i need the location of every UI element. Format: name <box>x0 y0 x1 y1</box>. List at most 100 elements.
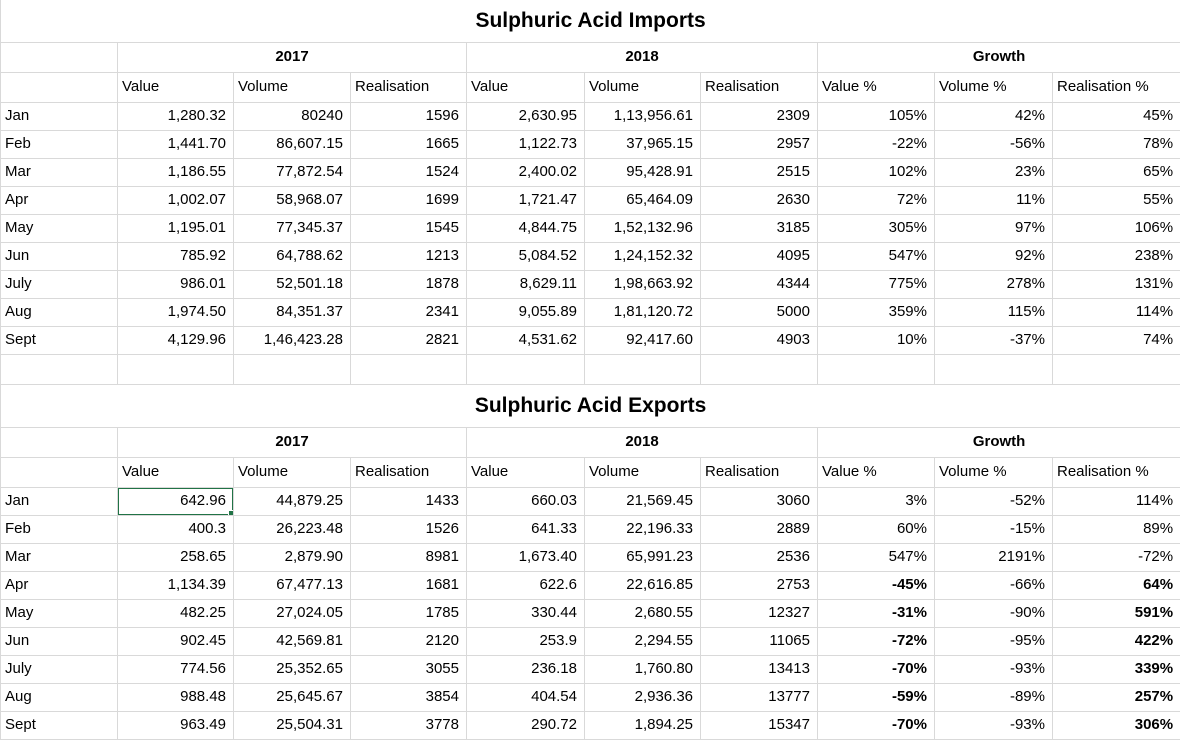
cell[interactable]: 55% <box>1051 186 1180 215</box>
cell[interactable]: 25,645.67 <box>233 683 351 712</box>
cell[interactable]: 8981 <box>350 543 467 572</box>
cell[interactable]: 13777 <box>700 683 818 712</box>
cell[interactable]: 547% <box>817 242 935 271</box>
exports-header-volume[interactable]: Volume <box>584 457 701 488</box>
cell[interactable]: 3055 <box>350 655 467 684</box>
cell[interactable]: -93% <box>934 655 1053 684</box>
exports-header-value[interactable]: Value % <box>817 457 935 488</box>
month-cell[interactable]: Apr <box>0 186 118 215</box>
cell[interactable]: 622.6 <box>466 571 585 600</box>
cell[interactable]: -52% <box>934 487 1053 516</box>
cell[interactable]: 339% <box>1051 655 1180 684</box>
cell[interactable]: 774.56 <box>117 655 234 684</box>
cell[interactable]: -59% <box>817 683 935 712</box>
cell[interactable]: 2630 <box>700 186 818 215</box>
cell-blank[interactable] <box>0 72 118 103</box>
selected-cell[interactable]: 642.96 <box>117 487 234 516</box>
cell[interactable]: 3778 <box>350 711 467 740</box>
imports-header-value[interactable]: Value % <box>817 72 935 103</box>
imports-2018-group-header[interactable]: 2018 <box>466 42 818 73</box>
cell[interactable]: 3% <box>817 487 935 516</box>
cell[interactable]: 4095 <box>700 242 818 271</box>
exports-2018-group-header[interactable]: 2018 <box>466 427 818 458</box>
cell[interactable]: 52,501.18 <box>233 270 351 299</box>
cell[interactable]: 253.9 <box>466 627 585 656</box>
imports-header-realisation[interactable]: Realisation % <box>1051 72 1180 103</box>
cell-blank[interactable] <box>1051 354 1180 385</box>
cell[interactable]: 3060 <box>700 487 818 516</box>
cell[interactable]: 2,630.95 <box>466 102 585 131</box>
cell[interactable]: 23% <box>934 158 1053 187</box>
cell[interactable]: 1526 <box>350 515 467 544</box>
cell[interactable]: 1699 <box>350 186 467 215</box>
cell[interactable]: 4,531.62 <box>466 326 585 355</box>
cell[interactable]: 963.49 <box>117 711 234 740</box>
month-cell[interactable]: Feb <box>0 515 118 544</box>
cell[interactable]: 785.92 <box>117 242 234 271</box>
cell[interactable]: 1,195.01 <box>117 214 234 243</box>
imports-header-value[interactable]: Value <box>466 72 585 103</box>
month-cell[interactable]: Feb <box>0 130 118 159</box>
month-cell[interactable]: July <box>0 270 118 299</box>
cell[interactable]: 2191% <box>934 543 1053 572</box>
cell[interactable]: 2341 <box>350 298 467 327</box>
cell[interactable]: -72% <box>1051 543 1180 572</box>
imports-header-volume[interactable]: Volume <box>233 72 351 103</box>
cell[interactable]: 1,98,663.92 <box>584 270 701 299</box>
cell[interactable]: 77,872.54 <box>233 158 351 187</box>
cell[interactable]: 1,186.55 <box>117 158 234 187</box>
imports-header-realisation[interactable]: Realisation <box>700 72 818 103</box>
cell[interactable]: -56% <box>934 130 1053 159</box>
cell[interactable]: -70% <box>817 711 935 740</box>
cell[interactable]: -66% <box>934 571 1053 600</box>
cell[interactable]: 986.01 <box>117 270 234 299</box>
cell[interactable]: 1,280.32 <box>117 102 234 131</box>
cell[interactable]: 660.03 <box>466 487 585 516</box>
cell-blank[interactable] <box>934 354 1053 385</box>
imports-header-volume[interactable]: Volume <box>584 72 701 103</box>
cell-blank[interactable] <box>0 457 118 488</box>
imports-header-volume[interactable]: Volume % <box>934 72 1053 103</box>
cell-blank[interactable] <box>0 427 118 458</box>
cell-blank[interactable] <box>117 354 234 385</box>
cell[interactable]: 422% <box>1051 627 1180 656</box>
cell[interactable]: 1596 <box>350 102 467 131</box>
month-cell[interactable]: May <box>0 214 118 243</box>
month-cell[interactable]: Jun <box>0 627 118 656</box>
cell[interactable]: -45% <box>817 571 935 600</box>
cell[interactable]: -93% <box>934 711 1053 740</box>
exports-header-volume[interactable]: Volume % <box>934 457 1053 488</box>
cell[interactable]: 404.54 <box>466 683 585 712</box>
cell[interactable]: 1681 <box>350 571 467 600</box>
exports-header-realisation[interactable]: Realisation <box>350 457 467 488</box>
cell[interactable]: 8,629.11 <box>466 270 585 299</box>
cell[interactable]: 1433 <box>350 487 467 516</box>
cell[interactable]: 80240 <box>233 102 351 131</box>
cell[interactable]: 25,352.65 <box>233 655 351 684</box>
cell[interactable]: 641.33 <box>466 515 585 544</box>
cell[interactable]: 58,968.07 <box>233 186 351 215</box>
cell[interactable]: 37,965.15 <box>584 130 701 159</box>
month-cell[interactable]: May <box>0 599 118 628</box>
cell-blank[interactable] <box>0 42 118 73</box>
cell[interactable]: 27,024.05 <box>233 599 351 628</box>
cell[interactable]: 4903 <box>700 326 818 355</box>
month-cell[interactable]: Sept <box>0 326 118 355</box>
cell[interactable]: 11065 <box>700 627 818 656</box>
cell[interactable]: 902.45 <box>117 627 234 656</box>
cell[interactable]: 114% <box>1051 487 1180 516</box>
cell-blank[interactable] <box>466 354 585 385</box>
cell-blank[interactable] <box>350 354 467 385</box>
cell[interactable]: -22% <box>817 130 935 159</box>
imports-header-realisation[interactable]: Realisation <box>350 72 467 103</box>
cell[interactable]: 67,477.13 <box>233 571 351 600</box>
cell[interactable]: 74% <box>1051 326 1180 355</box>
cell[interactable]: 306% <box>1051 711 1180 740</box>
cell[interactable]: 65,991.23 <box>584 543 701 572</box>
cell[interactable]: 22,616.85 <box>584 571 701 600</box>
cell[interactable]: 95,428.91 <box>584 158 701 187</box>
cell[interactable]: 2,680.55 <box>584 599 701 628</box>
cell[interactable]: 2120 <box>350 627 467 656</box>
cell[interactable]: 45% <box>1051 102 1180 131</box>
cell[interactable]: 21,569.45 <box>584 487 701 516</box>
